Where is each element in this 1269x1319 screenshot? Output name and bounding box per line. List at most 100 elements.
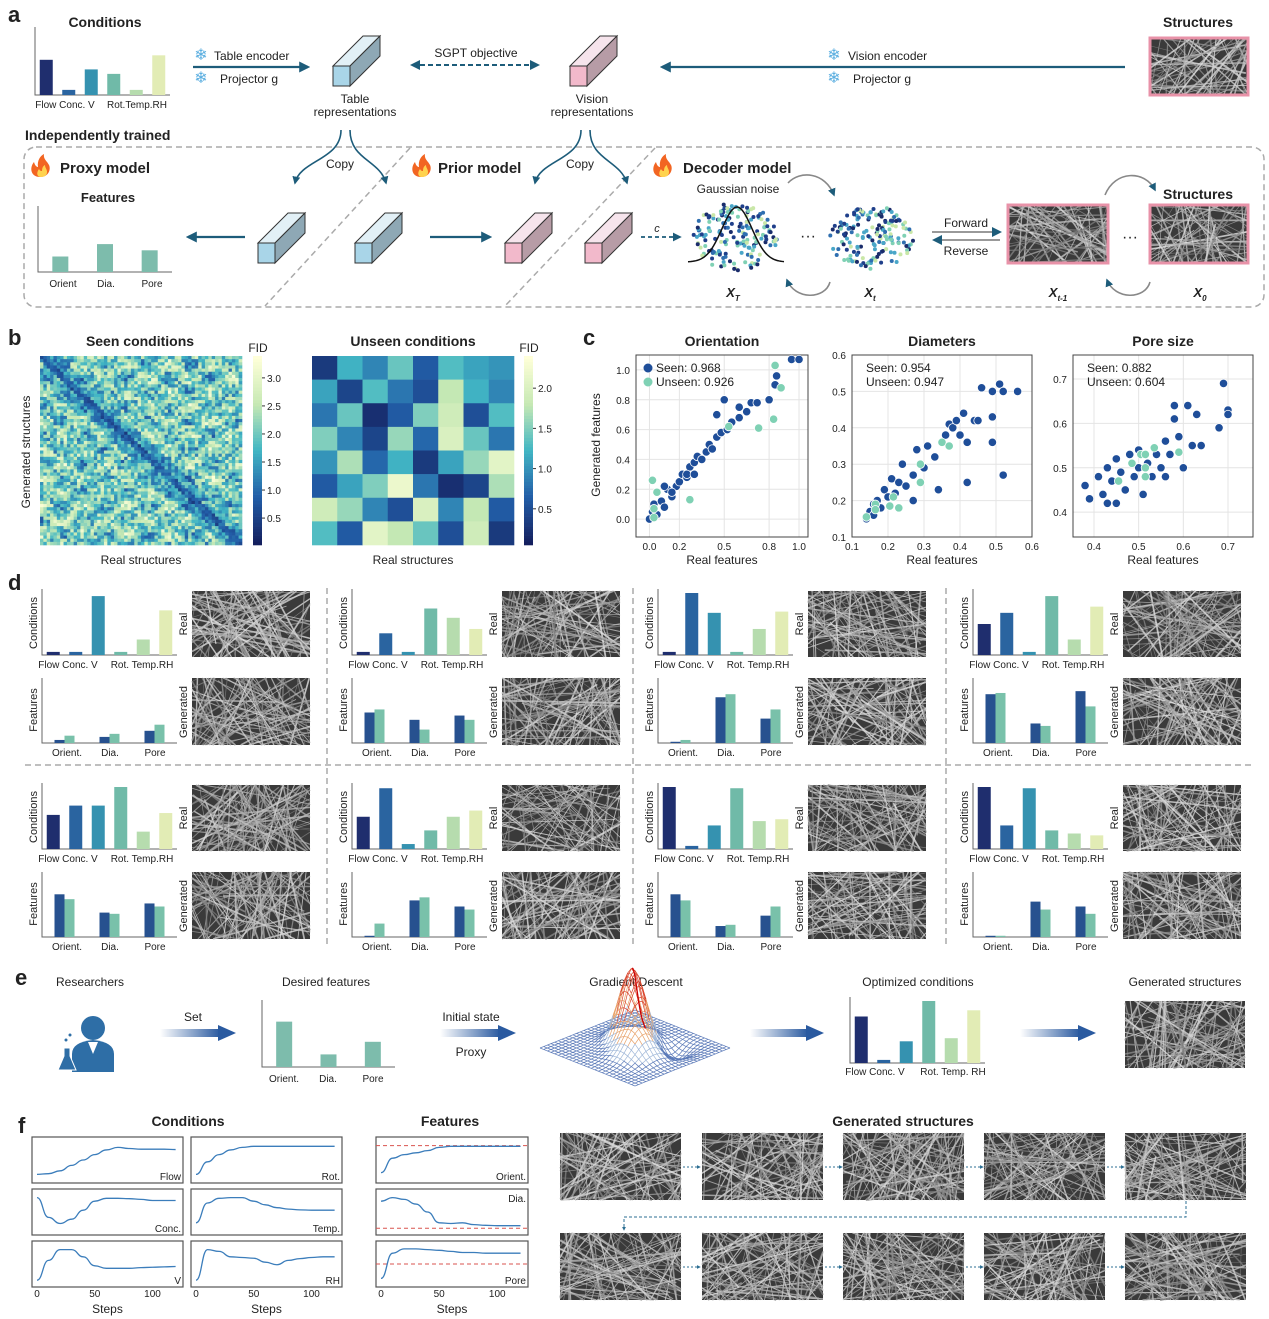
heatmap-cell	[103, 491, 108, 495]
heatmap-cell	[40, 507, 44, 511]
heatmap-cell	[114, 456, 118, 461]
heatmap-cell	[188, 538, 192, 543]
bar	[899, 1041, 913, 1063]
heatmap-cell	[211, 513, 216, 517]
heatmap-cell	[154, 387, 159, 391]
heatmap-cell	[73, 425, 78, 429]
heatmap-cell	[137, 456, 142, 461]
heatmap-cell	[157, 381, 162, 385]
heatmap-cell	[83, 412, 88, 417]
heatmap-cell	[144, 406, 149, 410]
heatmap-cell	[218, 406, 223, 410]
heatmap-cell	[438, 474, 464, 499]
heatmap-cell	[90, 384, 95, 388]
heatmap-cell	[201, 419, 206, 423]
heatmap-cell	[151, 453, 155, 458]
heatmap-cell	[40, 406, 44, 410]
heatmap-cell	[215, 365, 219, 369]
heatmap-cell	[151, 415, 155, 420]
heatmap-cell	[63, 535, 68, 539]
heatmap-cell	[164, 526, 169, 530]
heatmap-cell	[157, 378, 162, 382]
unseen-point	[754, 423, 764, 433]
heatmap-cell	[56, 488, 61, 492]
heatmap-cell	[124, 447, 128, 451]
generated-label: Generated	[178, 880, 190, 932]
heatmap-cell	[204, 378, 209, 382]
heatmap-cell	[188, 400, 192, 404]
features-axis-label: Features	[644, 882, 656, 926]
heatmap-cell	[137, 409, 142, 413]
heatmap-cell	[114, 447, 118, 451]
heatmap-cell	[188, 456, 192, 461]
bar-real	[670, 741, 681, 743]
heatmap-cell	[134, 419, 138, 423]
heatmap-cell	[171, 362, 175, 366]
seen-point	[1125, 449, 1135, 460]
heatmap-cell	[66, 422, 71, 426]
heatmap-cell	[127, 406, 132, 410]
ellipsis: ···	[1122, 229, 1138, 246]
bar-generated	[374, 923, 385, 937]
heatmap-cell	[171, 428, 175, 432]
heatmap-cell	[90, 447, 95, 451]
heatmap-cell	[184, 472, 189, 476]
heatmap-cell	[124, 393, 128, 398]
heatmap-cell	[134, 538, 138, 543]
bar-real	[670, 894, 681, 937]
heatmap-cell	[171, 504, 175, 508]
heatmap-cell	[43, 356, 48, 360]
heatmap-cell	[201, 390, 206, 395]
heatmap-cell	[40, 434, 44, 439]
heatmap-cell	[120, 428, 125, 432]
heatmap-cell	[204, 475, 209, 480]
heatmap-cell	[127, 482, 132, 486]
heatmap-cell	[174, 431, 179, 436]
chart-axis	[972, 872, 1108, 938]
heatmap-cell	[164, 522, 169, 527]
heatmap-cell	[93, 437, 98, 442]
heatmap-cell	[204, 497, 209, 502]
heatmap-cell	[184, 406, 189, 410]
heatmap-cell	[43, 510, 48, 514]
heatmap-cell	[174, 412, 179, 417]
heatmap-cell	[63, 381, 68, 385]
heatmap-cell	[73, 519, 78, 524]
heatmap-cell	[362, 474, 389, 499]
heatmap-cell	[151, 475, 155, 480]
heatmap-cell	[174, 535, 179, 539]
heatmap-cell	[50, 393, 54, 398]
feature-axis-label: Dia.	[101, 942, 119, 953]
heatmap-cell	[171, 485, 175, 489]
heatmap-cell	[124, 475, 128, 480]
heatmap-cell	[235, 412, 239, 417]
heatmap-cell	[40, 437, 44, 442]
heatmap-cell	[171, 535, 175, 539]
heatmap-cell	[97, 400, 101, 404]
heatmap-cell	[171, 510, 175, 514]
heatmap-cell	[157, 500, 162, 505]
heatmap-cell	[235, 494, 239, 499]
heatmap-cell	[337, 474, 363, 499]
heatmap-cell	[178, 510, 182, 514]
heatmap-cell	[201, 500, 206, 505]
heatmap-cell	[43, 497, 48, 502]
heatmap-cell	[235, 396, 239, 401]
heatmap-cell	[157, 362, 162, 366]
heatmap-cell	[46, 419, 51, 423]
heatmap-cell	[141, 431, 145, 436]
bar	[707, 612, 721, 655]
heatmap-cell	[87, 488, 91, 492]
heatmap-cell	[141, 482, 145, 486]
heatmap-cell	[413, 521, 439, 546]
heatmap-cell	[141, 516, 145, 521]
heatmap-cell	[83, 384, 88, 388]
heatmap-cell	[204, 519, 209, 524]
heatmap-cell	[147, 507, 152, 511]
heatmap-cell	[90, 491, 95, 495]
heatmap-cell	[114, 412, 118, 417]
heatmap-cell	[60, 419, 64, 423]
heatmap-cell	[362, 403, 389, 428]
heatmap-cell	[114, 532, 118, 536]
bar	[356, 651, 370, 655]
